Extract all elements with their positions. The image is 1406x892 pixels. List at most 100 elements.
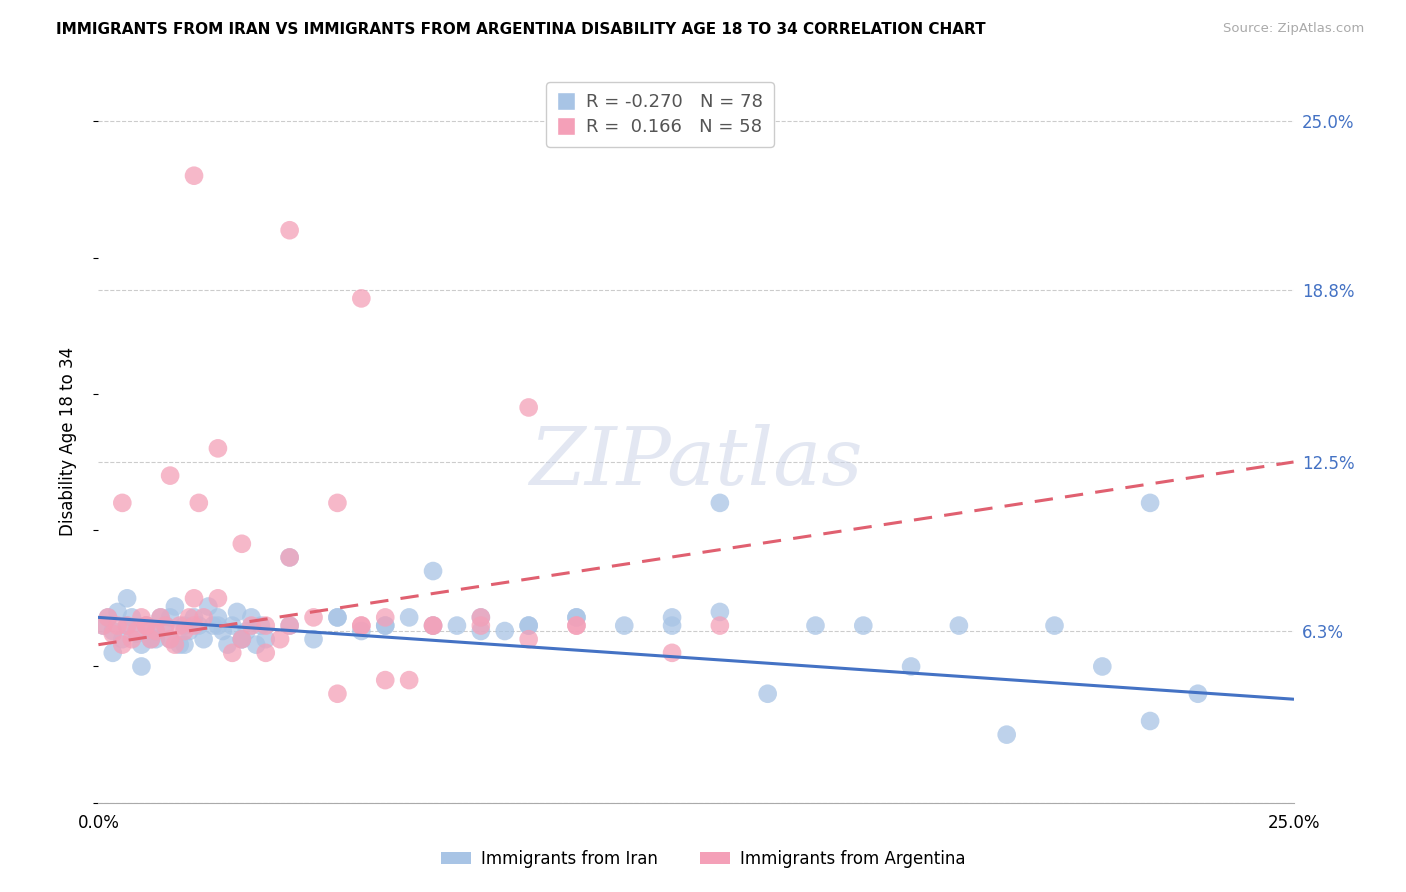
Point [173,638,195,652]
Point [948,618,970,632]
Point [121,632,143,647]
Point [217,638,239,652]
Point [101,624,124,638]
Point [207,442,229,456]
Text: Source: ZipAtlas.com: Source: ZipAtlas.com [1223,22,1364,36]
Point [121,610,143,624]
Point [187,496,209,510]
Point [183,618,205,632]
Point [173,618,195,632]
Point [155,618,177,632]
Point [125,624,148,638]
Point [302,632,325,647]
Point [101,626,124,640]
Point [278,223,301,237]
Point [145,624,167,638]
Point [235,624,257,638]
Legend: R = -0.270   N = 78, R =  0.166   N = 58: R = -0.270 N = 78, R = 0.166 N = 58 [547,82,773,147]
Point [278,618,301,632]
Point [613,618,636,632]
Y-axis label: Disability Age 18 to 34: Disability Age 18 to 34 [59,347,77,536]
Point [179,624,201,638]
Point [374,673,396,687]
Point [422,618,444,632]
Point [159,632,181,647]
Point [1139,714,1161,728]
Point [139,632,162,647]
Point [494,624,516,638]
Point [169,618,191,632]
Point [1091,659,1114,673]
Point [207,591,229,606]
Point [131,659,153,673]
Point [254,632,277,647]
Point [470,624,492,638]
Point [139,632,162,647]
Point [995,728,1018,742]
Point [517,632,540,647]
Point [111,632,134,647]
Text: ZIPatlas: ZIPatlas [529,425,863,502]
Point [159,610,181,624]
Point [97,610,120,624]
Point [269,632,291,647]
Point [115,618,138,632]
Point [900,659,922,673]
Point [183,610,205,624]
Point [756,687,779,701]
Point [169,638,191,652]
Point [254,646,277,660]
Point [145,632,167,647]
Point [709,618,731,632]
Point [245,638,267,652]
Point [163,599,186,614]
Point [226,605,249,619]
Point [398,673,420,687]
Point [565,618,588,632]
Point [193,632,215,647]
Point [107,618,129,632]
Point [517,618,540,632]
Legend: Immigrants from Iran, Immigrants from Argentina: Immigrants from Iran, Immigrants from Ar… [434,844,972,875]
Point [135,618,157,632]
Point [115,591,138,606]
Point [709,496,731,510]
Point [565,618,588,632]
Point [326,687,349,701]
Point [470,610,492,624]
Point [163,638,186,652]
Point [398,610,420,624]
Point [135,618,157,632]
Point [661,618,683,632]
Point [446,618,468,632]
Point [221,618,243,632]
Point [374,618,396,632]
Point [661,646,683,660]
Point [240,618,263,632]
Point [231,632,253,647]
Point [517,618,540,632]
Point [111,496,134,510]
Point [804,618,827,632]
Point [231,537,253,551]
Point [350,292,373,306]
Point [1187,687,1209,701]
Point [125,626,148,640]
Point [221,646,243,660]
Point [101,646,124,660]
Point [422,618,444,632]
Point [470,610,492,624]
Point [97,610,120,624]
Point [350,618,373,632]
Point [709,605,731,619]
Point [278,618,301,632]
Point [202,618,225,632]
Point [173,624,195,638]
Point [187,618,209,632]
Point [422,564,444,578]
Point [115,618,138,632]
Point [207,618,229,632]
Point [135,618,157,632]
Point [183,169,205,183]
Text: IMMIGRANTS FROM IRAN VS IMMIGRANTS FROM ARGENTINA DISABILITY AGE 18 TO 34 CORREL: IMMIGRANTS FROM IRAN VS IMMIGRANTS FROM … [56,22,986,37]
